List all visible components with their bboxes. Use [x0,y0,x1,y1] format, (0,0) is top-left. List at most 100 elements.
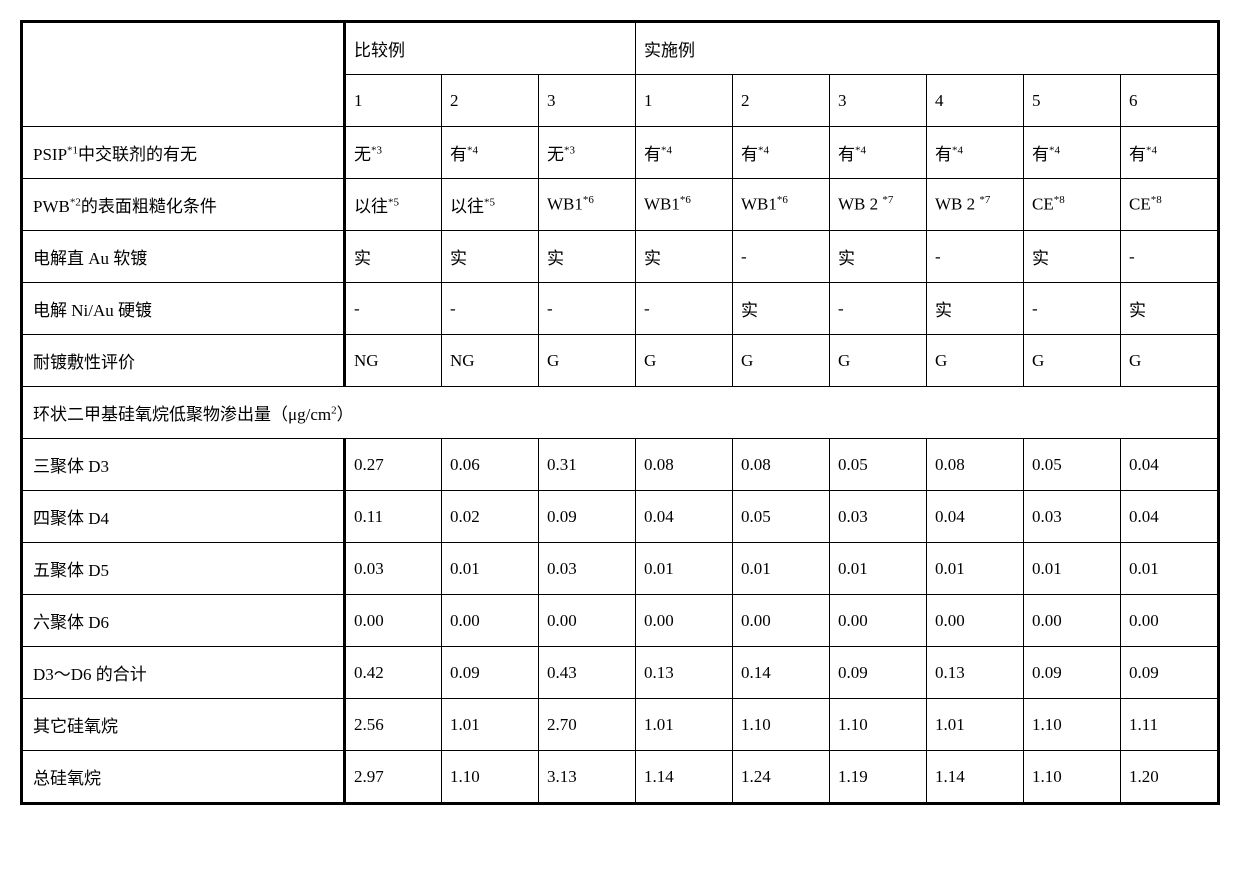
cell-r7c3: 0.09 [539,491,636,543]
cell-r12c9: 1.20 [1121,751,1218,803]
cell-r5c4: G [636,335,733,387]
section-header: 环状二甲基硅氧烷低聚物渗出量（μg/cm2） [23,387,1218,439]
subheader-5: 2 [733,75,830,127]
row-pwb: PWB*2的表面粗糙化条件 以往*5 以往*5 WB1*6 WB1*6 WB1*… [23,179,1218,231]
cell-r8c2: 0.01 [442,543,539,595]
cell-r4c3: - [539,283,636,335]
row-plating-eval: 耐镀敷性评价 NG NG G G G G G G G [23,335,1218,387]
cell-r2c8: CE*8 [1024,179,1121,231]
cell-r7c7: 0.04 [927,491,1024,543]
cell-r9c9: 0.00 [1121,595,1218,647]
row-label-d5: 五聚体 D5 [23,543,345,595]
cell-r8c4: 0.01 [636,543,733,595]
cell-r2c6: WB 2 *7 [830,179,927,231]
cell-r6c3: 0.31 [539,439,636,491]
row-niau-hard: 电解 Ni/Au 硬镀 - - - - 实 - 实 - 实 [23,283,1218,335]
row-label-d6: 六聚体 D6 [23,595,345,647]
cell-r4c7: 实 [927,283,1024,335]
row-d3: 三聚体 D3 0.27 0.06 0.31 0.08 0.08 0.05 0.0… [23,439,1218,491]
cell-r6c2: 0.06 [442,439,539,491]
cell-r5c3: G [539,335,636,387]
data-table-container: 比较例 实施例 1 2 3 1 2 3 4 5 6 PSIP*1中交联剂的有无 … [20,20,1220,805]
row-label-plating-eval: 耐镀敷性评价 [23,335,345,387]
cell-r2c5: WB1*6 [733,179,830,231]
row-label-pwb: PWB*2的表面粗糙化条件 [23,179,345,231]
cell-r4c2: - [442,283,539,335]
cell-r5c2: NG [442,335,539,387]
row-label-psip: PSIP*1中交联剂的有无 [23,127,345,179]
cell-r12c6: 1.19 [830,751,927,803]
cell-r12c8: 1.10 [1024,751,1121,803]
cell-r7c9: 0.04 [1121,491,1218,543]
cell-r7c4: 0.04 [636,491,733,543]
cell-r8c9: 0.01 [1121,543,1218,595]
cell-r3c1: 实 [345,231,442,283]
cell-r8c5: 0.01 [733,543,830,595]
cell-r9c5: 0.00 [733,595,830,647]
cell-r2c4: WB1*6 [636,179,733,231]
cell-r11c8: 1.10 [1024,699,1121,751]
cell-r11c3: 2.70 [539,699,636,751]
cell-r8c1: 0.03 [345,543,442,595]
cell-r7c2: 0.02 [442,491,539,543]
cell-r7c6: 0.03 [830,491,927,543]
cell-r2c9: CE*8 [1121,179,1218,231]
cell-r9c1: 0.00 [345,595,442,647]
cell-r5c7: G [927,335,1024,387]
cell-r1c3: 无*3 [539,127,636,179]
header-group-2: 实施例 [636,23,1218,75]
header-row-1: 比较例 实施例 [23,23,1218,75]
cell-r10c7: 0.13 [927,647,1024,699]
cell-r6c9: 0.04 [1121,439,1218,491]
cell-r3c6: 实 [830,231,927,283]
row-label-d3: 三聚体 D3 [23,439,345,491]
row-other-siloxane: 其它硅氧烷 2.56 1.01 2.70 1.01 1.10 1.10 1.01… [23,699,1218,751]
subheader-6: 3 [830,75,927,127]
cell-r9c8: 0.00 [1024,595,1121,647]
cell-r1c2: 有*4 [442,127,539,179]
cell-r9c2: 0.00 [442,595,539,647]
row-label-au-soft: 电解直 Au 软镀 [23,231,345,283]
cell-r1c7: 有*4 [927,127,1024,179]
cell-r12c4: 1.14 [636,751,733,803]
cell-r12c5: 1.24 [733,751,830,803]
row-label-niau-hard: 电解 Ni/Au 硬镀 [23,283,345,335]
cell-r8c8: 0.01 [1024,543,1121,595]
cell-r4c9: 实 [1121,283,1218,335]
cell-r10c9: 0.09 [1121,647,1218,699]
cell-r8c3: 0.03 [539,543,636,595]
subheader-7: 4 [927,75,1024,127]
cell-r7c5: 0.05 [733,491,830,543]
cell-r7c8: 0.03 [1024,491,1121,543]
subheader-1: 1 [345,75,442,127]
row-label-d4: 四聚体 D4 [23,491,345,543]
cell-r11c5: 1.10 [733,699,830,751]
cell-r4c5: 实 [733,283,830,335]
header-group-1: 比较例 [345,23,636,75]
cell-r3c7: - [927,231,1024,283]
cell-r12c1: 2.97 [345,751,442,803]
row-label-d3d6-total: D3～D6 的合计 [23,647,345,699]
cell-r9c6: 0.00 [830,595,927,647]
cell-r6c6: 0.05 [830,439,927,491]
cell-r10c3: 0.43 [539,647,636,699]
cell-r10c8: 0.09 [1024,647,1121,699]
cell-r6c4: 0.08 [636,439,733,491]
cell-r10c1: 0.42 [345,647,442,699]
cell-r2c1: 以往*5 [345,179,442,231]
cell-r12c3: 3.13 [539,751,636,803]
cell-r4c6: - [830,283,927,335]
cell-r3c9: - [1121,231,1218,283]
cell-r7c1: 0.11 [345,491,442,543]
empty-header [23,23,345,127]
cell-r1c6: 有*4 [830,127,927,179]
cell-r2c3: WB1*6 [539,179,636,231]
subheader-9: 6 [1121,75,1218,127]
cell-r4c4: - [636,283,733,335]
cell-r10c2: 0.09 [442,647,539,699]
cell-r10c4: 0.13 [636,647,733,699]
cell-r3c8: 实 [1024,231,1121,283]
row-d6: 六聚体 D6 0.00 0.00 0.00 0.00 0.00 0.00 0.0… [23,595,1218,647]
subheader-8: 5 [1024,75,1121,127]
row-d3d6-total: D3～D6 的合计 0.42 0.09 0.43 0.13 0.14 0.09 … [23,647,1218,699]
